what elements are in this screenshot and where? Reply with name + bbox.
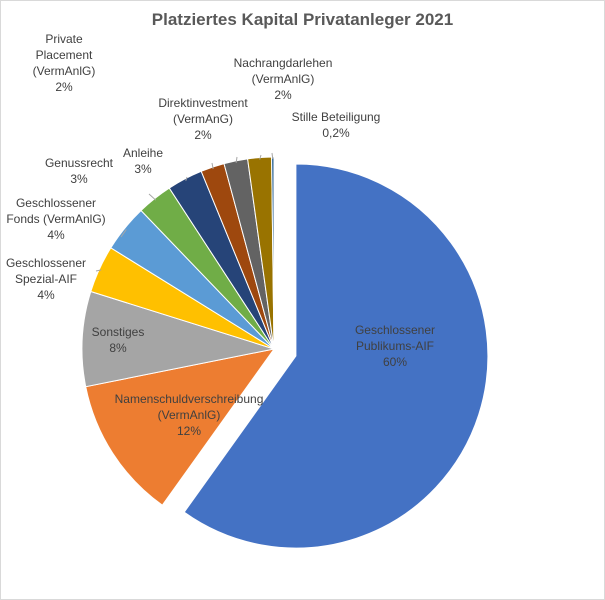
slice-label-line: Private: [45, 32, 83, 46]
slice-label-line: Fonds (VermAnlG): [6, 212, 105, 226]
slice-label-line: 2%: [194, 128, 212, 142]
slice-label-line: 12%: [177, 424, 201, 438]
slice-label-line: Publikums-AIF: [356, 339, 434, 353]
slice-label-line: 8%: [109, 341, 127, 355]
slice-label-anleihe-3: Anleihe 3%: [123, 146, 163, 176]
leader-line-direktinvestment: [235, 156, 238, 163]
slice-label-line: Genussrecht: [45, 156, 114, 170]
slice-label-line: 3%: [70, 172, 88, 186]
slice-label-line: Geschlossener: [355, 323, 435, 337]
slice-label-line: 0,2%: [322, 126, 350, 140]
slice-label-geschlossener-spezial-aif-4: Geschlossener Spezial-AIF 4%: [6, 256, 86, 302]
slice-label-line: Sonstiges: [92, 325, 145, 339]
slice-label-line: 2%: [55, 80, 73, 94]
slice-label-line: 4%: [37, 288, 55, 302]
slice-label-line: Stille Beteiligung: [292, 110, 381, 124]
slice-label-line: Anleihe: [123, 146, 163, 160]
leader-line-stille-beteiligung: [271, 152, 274, 160]
pie-slice-geschlossener-publikums-aif-60: [183, 163, 489, 549]
slice-label-geschlossener-fonds-vermanlg-4: Geschlossener Fonds (VermAnlG) 4%: [6, 196, 105, 242]
slice-label-namenschuldverschreibung-vermanlg-12: Namenschuldverschreibung (VermAnlG) 12%: [115, 392, 264, 438]
slice-label-line: (VermAnlG): [33, 64, 96, 78]
pie-slice-namenschuldverschreibung-vermanlg-12: [85, 348, 276, 506]
pie-slice-sonstiges-8: [81, 290, 275, 388]
slice-label-line: (VermAnlG): [158, 408, 221, 422]
slice-label-line: Geschlossener: [16, 196, 96, 210]
slice-label-nachrangdarlehen-vermanlg-2: Nachrangdarlehen (VermAnlG) 2%: [234, 56, 333, 102]
leader-line-anleihe: [185, 176, 188, 181]
leader-line-geschlossener: [120, 229, 127, 238]
slice-label-private-placement-vermanlg-2: Private Placement (VermAnlG) 2%: [33, 32, 96, 94]
slice-label-line: Namenschuldverschreibung: [115, 392, 264, 406]
leader-line-nachrangdarlehen: [259, 154, 262, 160]
slice-label-line: Geschlossener: [6, 256, 86, 270]
slice-label-sonstiges-8: Sonstiges 8%: [92, 325, 145, 355]
slice-label-geschlossener-publikums-aif-60: Geschlossener Publikums-AIF 60%: [355, 323, 435, 369]
slice-label-direktinvestment-vermang-2: Direktinvestment (VermAnG) 2%: [158, 96, 248, 142]
slice-label-line: Spezial-AIF: [15, 272, 77, 286]
slice-label-genussrecht-3: Genussrecht 3%: [45, 156, 114, 186]
slice-label-stille-beteiligung-0-2: Stille Beteiligung 0,2%: [292, 110, 381, 140]
chart-title: Platziertes Kapital Privatanleger 2021: [151, 10, 454, 29]
slice-label-line: 3%: [134, 162, 152, 176]
slice-label-line: (VermAnG): [173, 112, 233, 126]
slice-label-line: Nachrangdarlehen: [234, 56, 333, 70]
slice-label-line: 2%: [274, 88, 292, 102]
leader-line-genussrecht: [148, 193, 157, 201]
slice-label-line: 4%: [47, 228, 65, 242]
slice-label-line: Placement: [36, 48, 93, 62]
slice-label-line: (VermAnlG): [252, 72, 315, 86]
leader-line-geschlossener: [95, 269, 102, 272]
slice-label-line: 60%: [383, 355, 407, 369]
slice-label-line: Direktinvestment: [158, 96, 248, 110]
leader-line-private: [211, 162, 214, 170]
